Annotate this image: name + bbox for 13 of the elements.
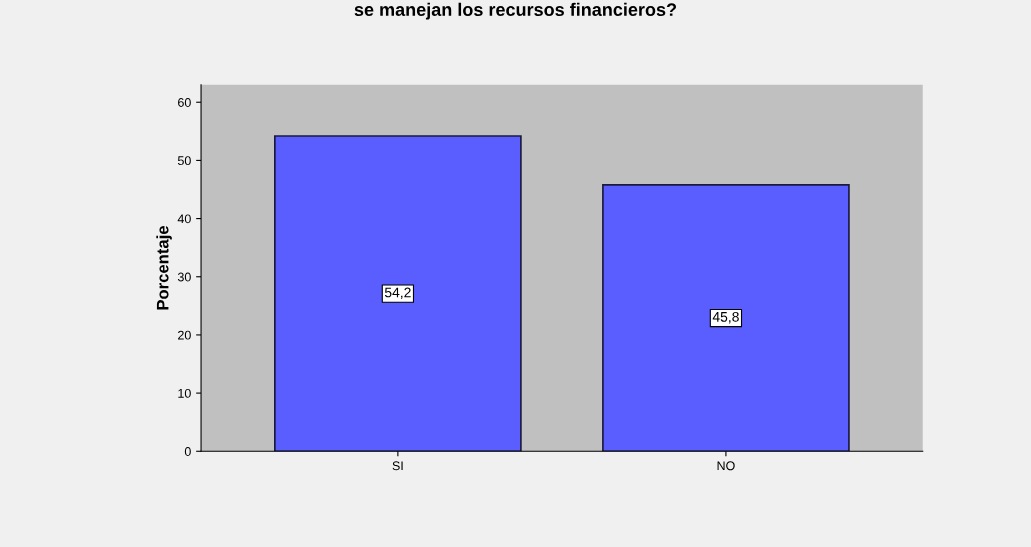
x-tick-label: SI xyxy=(392,461,403,471)
chart-title: se manejan los recursos financieros? xyxy=(354,2,677,20)
y-tick-label: 30 xyxy=(177,272,191,282)
y-tick-label: 20 xyxy=(178,330,191,340)
data-label: 45,8 xyxy=(712,311,739,324)
y-tick-label: 60 xyxy=(178,98,191,107)
y-tick-label: 0 xyxy=(184,447,191,456)
y-tick-label: 50 xyxy=(177,156,191,166)
x-tick-label: NO xyxy=(717,461,735,471)
y-tick-label: 40 xyxy=(177,214,191,224)
y-tick-label: 10 xyxy=(178,388,191,398)
y-axis-title: Porcentaje xyxy=(156,225,172,310)
data-label: 54,2 xyxy=(384,287,411,299)
